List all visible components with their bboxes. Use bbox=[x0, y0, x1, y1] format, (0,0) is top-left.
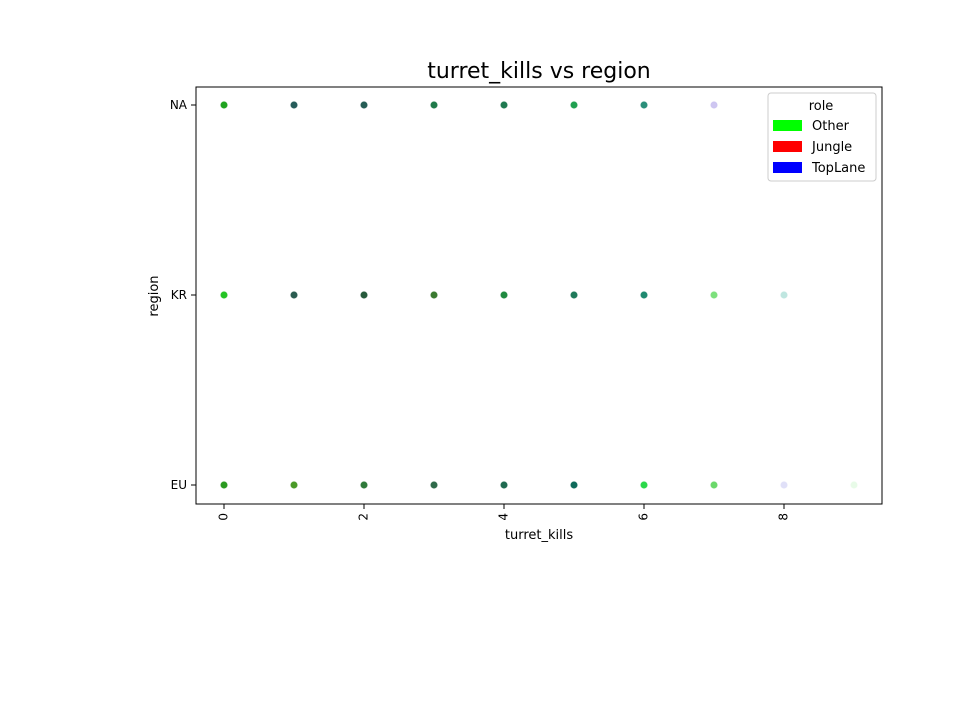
scatter-point bbox=[360, 481, 368, 489]
x-axis: 0 2 4 6 8 bbox=[217, 504, 791, 521]
legend: role Other Jungle TopLane bbox=[767, 92, 877, 182]
scatter-point bbox=[570, 291, 578, 299]
y-tick-label: NA bbox=[170, 98, 188, 112]
scatter-point bbox=[290, 101, 298, 109]
scatter-point bbox=[360, 291, 368, 299]
scatter-point bbox=[640, 481, 648, 489]
scatter-point bbox=[500, 291, 508, 299]
chart-title: turret_kills vs region bbox=[427, 59, 651, 84]
legend-label: Jungle bbox=[811, 140, 852, 155]
legend-swatch bbox=[773, 162, 802, 173]
x-axis-label: turret_kills bbox=[505, 528, 573, 543]
legend-label: Other bbox=[812, 119, 850, 134]
scatter-point bbox=[290, 481, 298, 489]
scatter-point bbox=[220, 101, 228, 109]
scatter-point bbox=[430, 481, 438, 489]
scatter-point bbox=[710, 291, 718, 299]
y-tick-label: KR bbox=[171, 288, 187, 302]
scatter-point bbox=[640, 291, 648, 299]
x-tick-label: 8 bbox=[777, 513, 791, 521]
legend-label: TopLane bbox=[811, 161, 865, 176]
scatter-point bbox=[430, 101, 438, 109]
scatter-point bbox=[500, 101, 508, 109]
x-tick-label: 0 bbox=[217, 513, 231, 521]
scatter-point bbox=[710, 481, 718, 489]
x-tick-label: 6 bbox=[637, 513, 651, 521]
scatter-point bbox=[500, 481, 508, 489]
scatter-point bbox=[430, 291, 438, 299]
legend-frame bbox=[767, 92, 877, 182]
data-points bbox=[220, 101, 858, 489]
legend-title: role bbox=[809, 99, 834, 114]
legend-swatch bbox=[773, 141, 802, 152]
legend-swatch bbox=[773, 120, 802, 131]
scatter-point bbox=[780, 291, 788, 299]
scatter-point bbox=[570, 101, 578, 109]
scatter-point bbox=[640, 101, 648, 109]
y-tick-label: EU bbox=[171, 478, 187, 492]
scatter-point bbox=[220, 291, 228, 299]
y-axis: EU KR NA bbox=[170, 98, 196, 492]
scatter-point bbox=[710, 101, 718, 109]
scatter-point bbox=[360, 101, 368, 109]
x-tick-label: 4 bbox=[497, 513, 511, 521]
scatter-point bbox=[780, 481, 788, 489]
x-tick-label: 2 bbox=[357, 513, 371, 521]
scatter-point bbox=[850, 481, 858, 489]
scatter-point bbox=[220, 481, 228, 489]
y-axis-label: region bbox=[147, 275, 162, 316]
scatter-point bbox=[290, 291, 298, 299]
scatter-point bbox=[570, 481, 578, 489]
